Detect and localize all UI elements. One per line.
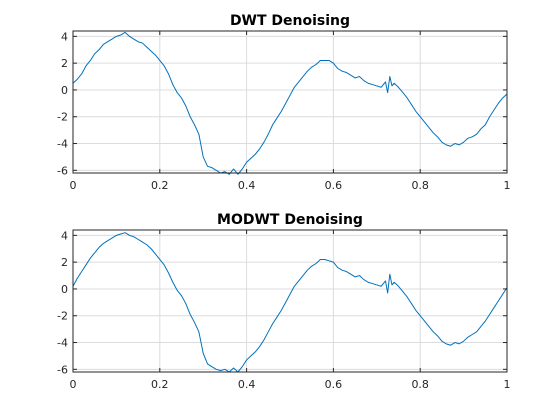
x-tick-label: 0.2	[151, 179, 169, 192]
x-tick-label: 0.2	[151, 378, 169, 391]
y-tick-label: -6	[57, 164, 68, 177]
y-tick-label: 2	[61, 57, 68, 70]
y-tick-label: -4	[57, 138, 68, 151]
chart-panel-2: 0 0.2 0.4 0.6 0.8 1 -6 -4 -2 0 2 4 MODWT Denoising	[57, 212, 510, 391]
y-tick-label: -2	[57, 111, 68, 124]
y-tick-label: 0	[61, 283, 68, 296]
x-tick-label: 1	[504, 179, 511, 192]
y-tick-label: 4	[61, 229, 68, 242]
plot-area	[72, 229, 508, 373]
chart-title: MODWT Denoising	[217, 212, 363, 228]
x-tick-label: 0.4	[238, 179, 256, 192]
y-tick-label: 0	[61, 84, 68, 97]
series-line-1	[72, 31, 508, 175]
y-tick-label: 4	[61, 30, 68, 43]
x-tick-label: 0.8	[411, 179, 429, 192]
x-tick-label: 0.4	[238, 378, 256, 391]
y-tick-label: 2	[61, 256, 68, 269]
x-tick-label: 0.8	[411, 378, 429, 391]
x-tick-label: 0.6	[325, 378, 343, 391]
series-line-1	[72, 232, 508, 373]
y-tick-label: -4	[57, 337, 68, 350]
axes-frame	[72, 30, 508, 174]
y-tick-label: -2	[57, 310, 68, 323]
plot-area	[72, 30, 508, 174]
chart-title: DWT Denoising	[230, 13, 350, 29]
x-tick-label: 0	[70, 378, 77, 391]
axes-frame	[72, 229, 508, 373]
x-tick-label: 0.6	[325, 179, 343, 192]
y-tick-label: -6	[57, 363, 68, 376]
x-tick-label: 0	[70, 179, 77, 192]
x-tick-label: 1	[504, 378, 511, 391]
chart-panel-1: 0 0.2 0.4 0.6 0.8 1 -6 -4 -2 0 2 4 DWT Denoising	[57, 13, 510, 192]
